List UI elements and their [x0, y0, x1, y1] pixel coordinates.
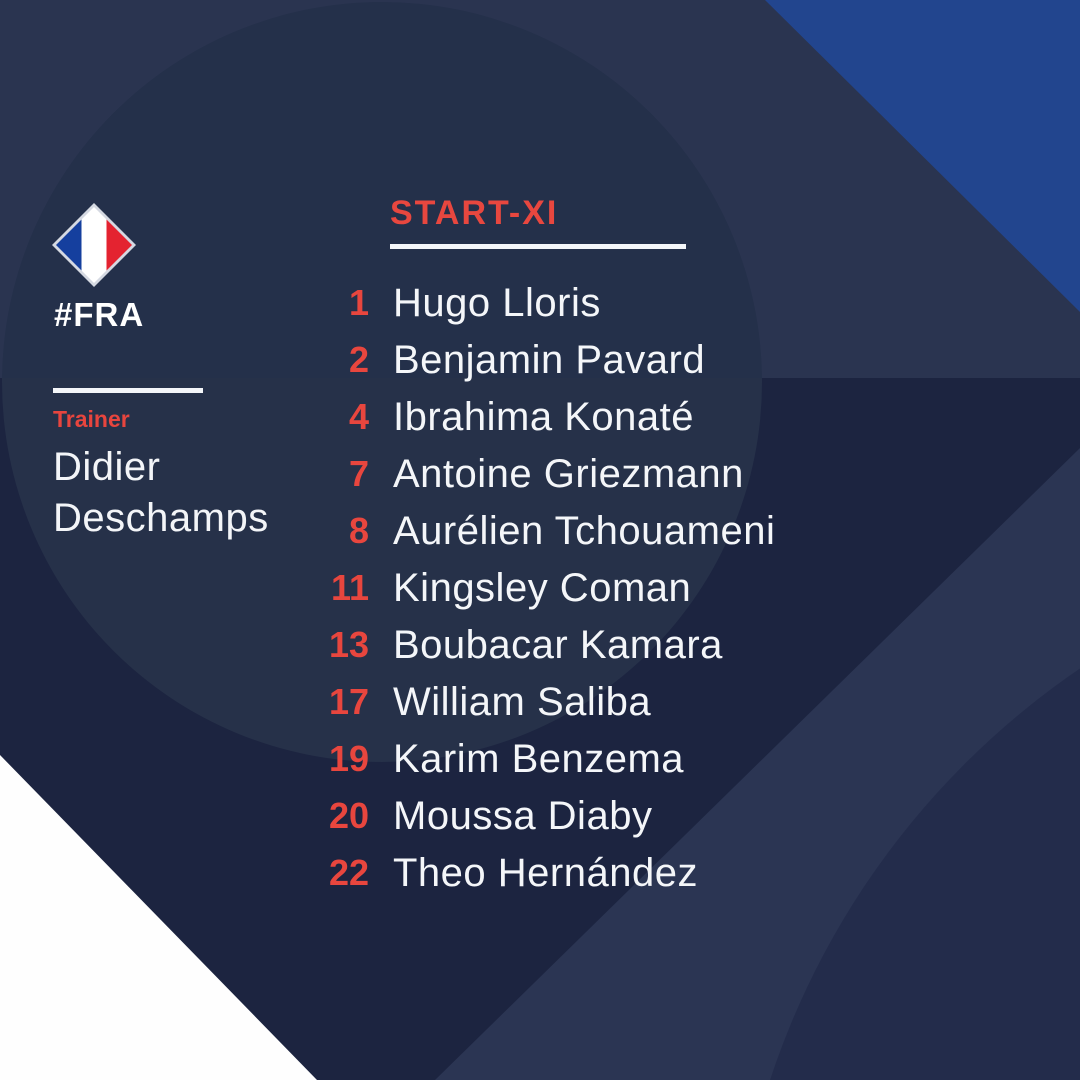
player-name: William Saliba — [393, 679, 652, 724]
player-number: 13 — [328, 623, 369, 665]
player-row: 1 Hugo Lloris — [0, 274, 800, 331]
player-name: Moussa Diaby — [393, 793, 653, 838]
player-number: 7 — [348, 452, 369, 494]
player-row: 7 Antoine Griezmann — [0, 445, 800, 502]
player-name: Theo Hernández — [393, 850, 698, 895]
bottom-background-band — [0, 378, 1080, 1080]
player-name: Hugo Lloris — [393, 280, 601, 325]
trainer-name: Didier Deschamps — [53, 445, 269, 540]
player-name: Karim Benzema — [393, 736, 685, 781]
player-row: 19 Karim Benzema — [0, 730, 800, 787]
player-row: 11 Kingsley Coman — [0, 559, 800, 616]
player-row: 2 Benjamin Pavard — [0, 331, 800, 388]
lineup-title: START-XI — [390, 194, 559, 232]
player-name: Antoine Griezmann — [393, 451, 744, 496]
player-number: 22 — [328, 851, 369, 893]
player-number: 2 — [348, 338, 369, 380]
player-list: 1 Hugo Lloris 2 Benjamin Pavard 4 Ibrahi… — [0, 274, 800, 901]
lineup-title-underline — [390, 244, 686, 249]
player-number: 1 — [348, 281, 369, 323]
france-flag-stripes — [56, 207, 132, 283]
team-hashtag: #FRA — [54, 296, 145, 333]
player-number: 8 — [348, 509, 369, 551]
player-number: 19 — [328, 737, 369, 779]
player-name: Kingsley Coman — [393, 565, 692, 610]
player-name: Boubacar Kamara — [393, 622, 723, 667]
player-number: 17 — [328, 680, 369, 722]
player-name: Ibrahima Konaté — [393, 394, 695, 439]
trainer-divider-line — [53, 388, 203, 393]
player-name: Aurélien Tchouameni — [393, 508, 776, 553]
player-row: 8 Aurélien Tchouameni — [0, 502, 800, 559]
player-row: 22 Theo Hernández — [0, 844, 800, 901]
trainer-label: Trainer — [53, 406, 130, 432]
player-row: 17 William Saliba — [0, 673, 800, 730]
player-row: 20 Moussa Diaby — [0, 787, 800, 844]
player-name: Benjamin Pavard — [393, 337, 706, 382]
player-number: 11 — [330, 566, 369, 608]
player-row: 13 Boubacar Kamara — [0, 616, 800, 673]
player-row: 4 Ibrahima Konaté — [0, 388, 800, 445]
player-number: 20 — [328, 794, 369, 836]
player-number: 4 — [348, 395, 369, 437]
